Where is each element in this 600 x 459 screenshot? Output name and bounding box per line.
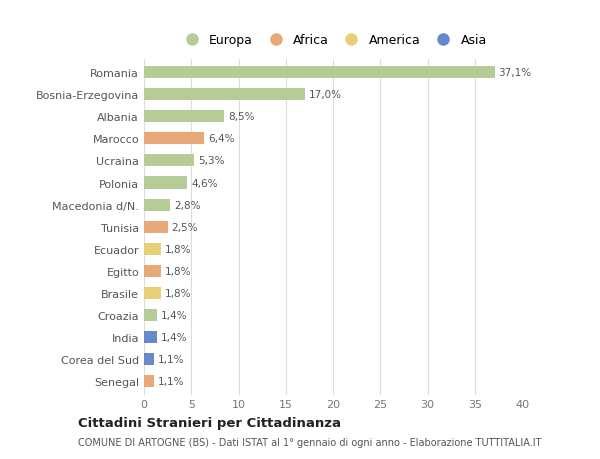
Text: 6,4%: 6,4% [208,134,235,144]
Bar [144,309,157,321]
Bar [144,67,494,79]
Text: 1,1%: 1,1% [158,376,185,386]
Bar [144,353,154,365]
Text: 1,1%: 1,1% [158,354,185,364]
Text: 1,8%: 1,8% [165,244,191,254]
Text: 2,5%: 2,5% [172,222,198,232]
Text: 1,8%: 1,8% [165,288,191,298]
Bar [144,221,167,233]
Bar [144,155,194,167]
Bar [144,331,157,343]
Text: 1,8%: 1,8% [165,266,191,276]
Text: 4,6%: 4,6% [191,178,218,188]
Text: COMUNE DI ARTOGNE (BS) - Dati ISTAT al 1° gennaio di ogni anno - Elaborazione TU: COMUNE DI ARTOGNE (BS) - Dati ISTAT al 1… [78,437,542,447]
Bar [144,199,170,211]
Bar [144,111,224,123]
Text: 2,8%: 2,8% [174,200,201,210]
Text: 37,1%: 37,1% [499,68,532,78]
Text: 1,4%: 1,4% [161,310,188,320]
Text: Cittadini Stranieri per Cittadinanza: Cittadini Stranieri per Cittadinanza [78,416,341,429]
Bar [144,133,205,145]
Text: 1,4%: 1,4% [161,332,188,342]
Bar [144,89,305,101]
Bar [144,177,187,189]
Bar [144,265,161,277]
Text: 8,5%: 8,5% [228,112,254,122]
Legend: Europa, Africa, America, Asia: Europa, Africa, America, Asia [174,29,492,52]
Text: 17,0%: 17,0% [308,90,341,100]
Text: 5,3%: 5,3% [198,156,224,166]
Bar [144,375,154,387]
Bar [144,243,161,255]
Bar [144,287,161,299]
